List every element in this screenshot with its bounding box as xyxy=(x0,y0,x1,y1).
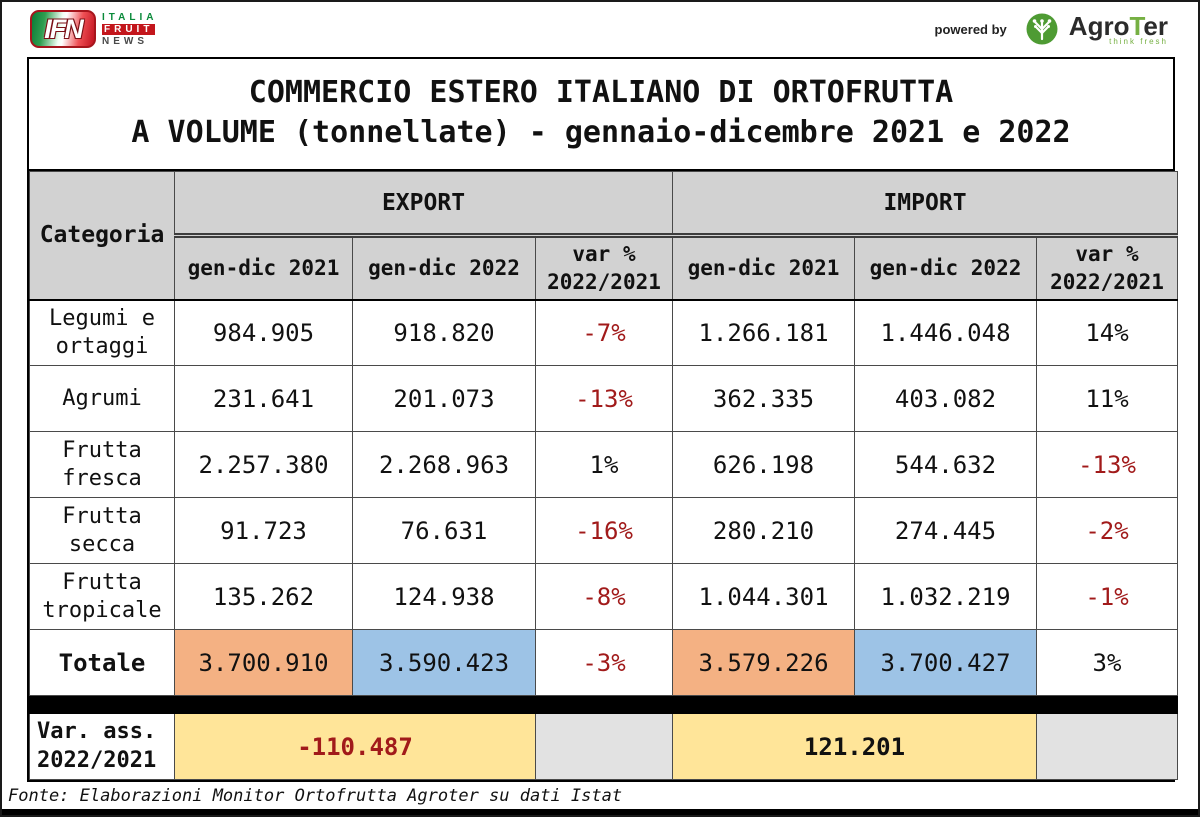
cell-export-var: -13% xyxy=(535,365,673,432)
agroter-logo: powered by AgroTer think fresh xyxy=(935,12,1168,46)
cell-import-2022: 1.032.219 xyxy=(854,563,1037,630)
table-row-frutta-secca: Frutta secca 91.723 76.631 -16% 280.210 … xyxy=(29,497,1178,564)
header-categoria: Categoria xyxy=(29,171,175,301)
agroter-name-part2: T xyxy=(1129,10,1144,41)
separator xyxy=(29,695,1178,714)
cell-import-2022: 544.632 xyxy=(854,431,1037,498)
cell-export-2022: 124.938 xyxy=(352,563,536,630)
header-import-group: IMPORT xyxy=(672,171,1178,238)
var-header-line1: var % xyxy=(1075,241,1139,266)
cell-export-2022: 201.073 xyxy=(352,365,536,432)
agroter-name: AgroTer xyxy=(1069,13,1168,39)
total-import-var: 3% xyxy=(1036,629,1178,696)
cell-import-2021: 1.266.181 xyxy=(672,299,855,366)
var-header-line2: 2022/2021 xyxy=(547,270,661,295)
cell-export-var: -16% xyxy=(535,497,673,564)
row-label: Frutta fresca xyxy=(29,431,175,498)
branding-bar: IFN ITALIA FRUIT NEWS powered by xyxy=(2,2,1198,56)
row-label: Frutta tropicale xyxy=(29,563,175,630)
varass-label: Var. ass. 2022/2021 xyxy=(29,712,175,781)
agroter-wordmark: AgroTer think fresh xyxy=(1069,13,1168,46)
varass-import-value: 121.201 xyxy=(672,712,1037,781)
header-group-row: Categoria EXPORT IMPORT xyxy=(29,171,1178,301)
source-note: Fonte: Elaborazioni Monitor Ortofrutta A… xyxy=(8,786,623,806)
cell-import-var: 11% xyxy=(1036,365,1178,432)
var-header-line2: 2022/2021 xyxy=(1050,270,1164,295)
cell-import-2021: 1.044.301 xyxy=(672,563,855,630)
ifn-flag-badge-icon: IFN xyxy=(30,10,96,48)
title-line-2: A VOLUME (tonnellate) - gennaio-dicembre… xyxy=(131,115,1071,150)
varass-export-filler xyxy=(535,712,673,781)
ifn-logo: IFN ITALIA FRUIT NEWS xyxy=(30,10,157,48)
table-row-frutta-tropicale: Frutta tropicale 135.262 124.938 -8% 1.0… xyxy=(29,563,1178,630)
ifn-acronym: IFN xyxy=(44,13,83,44)
agroter-name-part3: er xyxy=(1143,10,1168,41)
cell-export-var: -8% xyxy=(535,563,673,630)
total-label: Totale xyxy=(29,629,175,696)
header-import-2022: gen-dic 2022 xyxy=(854,235,1037,301)
ifn-wordmark: ITALIA FRUIT NEWS xyxy=(102,12,157,47)
powered-by-label: powered by xyxy=(934,21,1007,37)
total-import-2022: 3.700.427 xyxy=(854,629,1037,696)
cell-import-2022: 1.446.048 xyxy=(854,299,1037,366)
table-row-agrumi: Agrumi 231.641 201.073 -13% 362.335 403.… xyxy=(29,365,1178,432)
bottom-black-bar xyxy=(2,809,1198,815)
ifn-italia-label: ITALIA xyxy=(102,11,158,23)
table-row-legumi: Legumi e ortaggi 984.905 918.820 -7% 1.2… xyxy=(29,299,1178,366)
header-import-var: var % 2022/2021 xyxy=(1036,235,1178,301)
cell-export-2021: 984.905 xyxy=(174,299,353,366)
cell-export-2021: 2.257.380 xyxy=(174,431,353,498)
agroter-tree-icon xyxy=(1026,13,1058,45)
cell-import-2022: 403.082 xyxy=(854,365,1037,432)
varass-import-filler xyxy=(1036,712,1178,781)
row-label: Frutta secca xyxy=(29,497,175,564)
row-label: Agrumi xyxy=(29,365,175,432)
agroter-tagline: think fresh xyxy=(1109,36,1168,46)
table-row-totale: Totale 3.700.910 3.590.423 -3% 3.579.226… xyxy=(29,629,1178,696)
cell-import-var: -1% xyxy=(1036,563,1178,630)
header-export-var: var % 2022/2021 xyxy=(535,235,673,301)
header-import-2021: gen-dic 2021 xyxy=(672,235,855,301)
header-sub-row: gen-dic 2021 gen-dic 2022 var % 2022/2021… xyxy=(30,235,1178,301)
cell-import-var: 14% xyxy=(1036,299,1178,366)
table-row-frutta-fresca: Frutta fresca 2.257.380 2.268.963 1% 626… xyxy=(29,431,1178,498)
header-export-group: EXPORT xyxy=(174,171,673,238)
cell-import-2021: 626.198 xyxy=(672,431,855,498)
agroter-name-part1: Agro xyxy=(1068,10,1130,41)
var-header-line1: var % xyxy=(572,241,636,266)
ifn-news-label: NEWS xyxy=(102,35,148,47)
total-export-2022: 3.590.423 xyxy=(352,629,536,696)
row-label: Legumi e ortaggi xyxy=(29,299,175,366)
cell-import-2021: 362.335 xyxy=(672,365,855,432)
table-row-var-ass: Var. ass. 2022/2021 -110.487 121.201 xyxy=(29,712,1178,781)
cell-export-2021: 135.262 xyxy=(174,563,353,630)
header-export-2021: gen-dic 2021 xyxy=(174,235,353,301)
cell-export-2022: 76.631 xyxy=(352,497,536,564)
cell-export-2021: 91.723 xyxy=(174,497,353,564)
cell-export-2022: 2.268.963 xyxy=(352,431,536,498)
header-export-2022: gen-dic 2022 xyxy=(352,235,536,301)
trade-table: Categoria EXPORT IMPORT gen-dic 2021 gen… xyxy=(29,171,1178,781)
cell-import-var: -13% xyxy=(1036,431,1178,498)
total-export-2021: 3.700.910 xyxy=(174,629,353,696)
cell-export-var: -7% xyxy=(535,299,673,366)
total-import-2021: 3.579.226 xyxy=(672,629,855,696)
table-frame: COMMERCIO ESTERO ITALIANO DI ORTOFRUTTA … xyxy=(27,57,1178,783)
table-title: COMMERCIO ESTERO ITALIANO DI ORTOFRUTTA … xyxy=(29,59,1173,171)
title-line-1: COMMERCIO ESTERO ITALIANO DI ORTOFRUTTA xyxy=(248,75,954,110)
varass-export-value: -110.487 xyxy=(174,712,536,781)
cell-export-var: 1% xyxy=(535,431,673,498)
cell-export-2022: 918.820 xyxy=(352,299,536,366)
black-separator-band xyxy=(29,695,1178,714)
ifn-fruit-label: FRUIT xyxy=(102,23,156,35)
cell-import-var: -2% xyxy=(1036,497,1178,564)
cell-import-2021: 280.210 xyxy=(672,497,855,564)
total-export-var: -3% xyxy=(535,629,673,696)
cell-import-2022: 274.445 xyxy=(854,497,1037,564)
cell-export-2021: 231.641 xyxy=(174,365,353,432)
